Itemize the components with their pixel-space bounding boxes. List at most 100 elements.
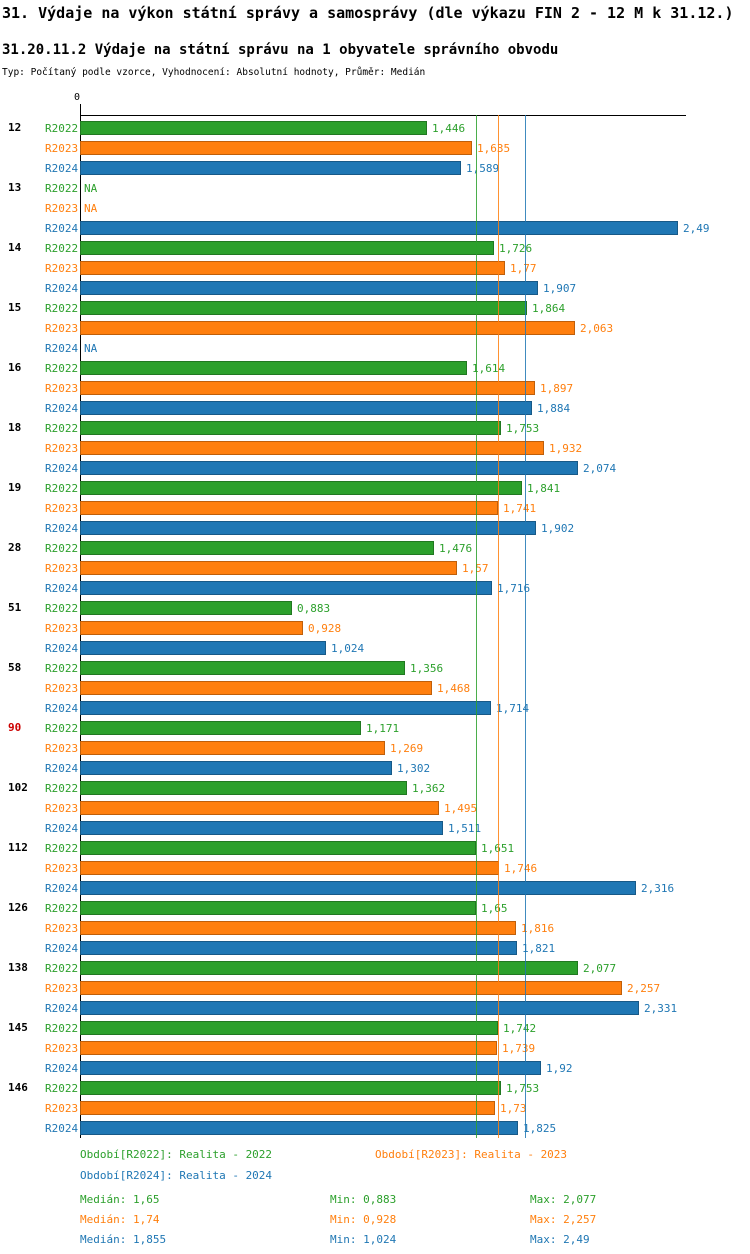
median-line: [525, 115, 526, 1138]
group-label: 13: [8, 181, 22, 194]
bar-row: R2024 1,716: [0, 578, 750, 598]
bar-row: R2024 1,024: [0, 638, 750, 658]
stat-median: Medián: 1,65: [80, 1193, 160, 1206]
na-label: NA: [84, 182, 98, 195]
bar: [80, 481, 522, 495]
value-label: 2,331: [644, 1002, 678, 1015]
series-label: R2022: [45, 842, 79, 855]
bar: [80, 601, 292, 615]
bar: [80, 221, 678, 235]
group-label: 12: [8, 121, 22, 134]
median-line: [476, 115, 477, 1138]
value-label: 1,65: [481, 902, 508, 915]
series-label: R2022: [45, 542, 79, 555]
bar: [80, 121, 427, 135]
series-label: R2022: [45, 962, 79, 975]
group-label: 102: [8, 781, 28, 794]
value-label: 1,77: [510, 262, 537, 275]
value-label: 1,92: [546, 1062, 573, 1075]
group-label: 90: [8, 721, 22, 734]
value-label: 1,511: [448, 822, 482, 835]
series-label: R2024: [45, 1062, 79, 1075]
bar: [80, 561, 457, 575]
series-label: R2022: [45, 1022, 79, 1035]
bar: [80, 1081, 501, 1095]
series-label: R2024: [45, 522, 79, 535]
value-label: 2,257: [627, 982, 661, 995]
bar: [80, 1121, 518, 1135]
bar-row: 102 R2022 1,362: [0, 778, 750, 798]
bar-row: R2023 1,816: [0, 918, 750, 938]
group-label: 14: [8, 241, 22, 254]
series-label: R2024: [45, 942, 79, 955]
legend-item: Období[R2023]: Realita - 2023: [375, 1148, 568, 1161]
bar-row: R2023 2,063: [0, 318, 750, 338]
bar-row: 13 R2022 NA: [0, 178, 750, 198]
legend-item: Období[R2022]: Realita - 2022: [80, 1148, 273, 1161]
series-label: R2023: [45, 262, 79, 275]
bar-row: 58 R2022 1,356: [0, 658, 750, 678]
bar-row: R2024 2,316: [0, 878, 750, 898]
bar: [80, 801, 439, 815]
chart-legend: Období[R2022]: Realita - 2022 Období[R202…: [0, 1148, 750, 1190]
bar: [80, 881, 636, 895]
series-label: R2022: [45, 242, 79, 255]
value-label: 0,928: [308, 622, 342, 635]
bar-row: R2024 2,49: [0, 218, 750, 238]
stat-min: Min: 0,883: [330, 1193, 397, 1206]
bar: [80, 301, 527, 315]
bar-row: R2024 1,825: [0, 1118, 750, 1138]
bar-row: R2023 2,257: [0, 978, 750, 998]
series-label: R2022: [45, 482, 79, 495]
bar: [80, 921, 516, 935]
value-label: 1,356: [410, 662, 444, 675]
series-label: R2024: [45, 282, 79, 295]
bar: [80, 261, 505, 275]
value-label: 1,635: [477, 142, 511, 155]
bar: [80, 381, 535, 395]
series-label: R2024: [45, 222, 79, 235]
series-label: R2022: [45, 302, 79, 315]
series-label: R2023: [45, 322, 79, 335]
bar-row: 112 R2022 1,651: [0, 838, 750, 858]
group-label: 16: [8, 361, 22, 374]
page-title: 31. Výdaje na výkon státní správy a samo…: [2, 4, 734, 22]
bar-row: 138 R2022 2,077: [0, 958, 750, 978]
series-label: R2022: [45, 722, 79, 735]
value-label: 2,063: [580, 322, 614, 335]
bar: [80, 941, 517, 955]
bar: [80, 241, 494, 255]
series-label: R2023: [45, 862, 79, 875]
bar-row: 15 R2022 1,864: [0, 298, 750, 318]
group-label: 112: [8, 841, 28, 854]
bar: [80, 621, 303, 635]
stat-max: Max: 2,077: [530, 1193, 597, 1206]
series-label: R2024: [45, 582, 79, 595]
stat-max: Max: 2,49: [530, 1233, 590, 1246]
series-label: R2022: [45, 662, 79, 675]
group-label: 146: [8, 1081, 28, 1094]
group-label: 58: [8, 661, 22, 674]
bar-row: R2023 1,495: [0, 798, 750, 818]
series-label: R2024: [45, 1002, 79, 1015]
value-label: 1,57: [462, 562, 489, 575]
value-label: 0,883: [297, 602, 331, 615]
series-label: R2024: [45, 1122, 79, 1135]
bar: [80, 961, 578, 975]
bar: [80, 161, 461, 175]
series-label: R2022: [45, 182, 79, 195]
value-label: 1,897: [540, 382, 574, 395]
series-label: R2023: [45, 442, 79, 455]
na-label: NA: [84, 342, 98, 355]
group-label: 19: [8, 481, 22, 494]
bar: [80, 461, 578, 475]
bar-row: 16 R2022 1,614: [0, 358, 750, 378]
value-label: 1,753: [506, 1082, 540, 1095]
bar-row: R2024 1,302: [0, 758, 750, 778]
stat-min: Min: 0,928: [330, 1213, 397, 1226]
bar-row: R2024 1,902: [0, 518, 750, 538]
series-label: R2023: [45, 802, 79, 815]
value-label: 1,73: [500, 1102, 527, 1115]
series-label: R2024: [45, 462, 79, 475]
value-label: 1,746: [504, 862, 538, 875]
